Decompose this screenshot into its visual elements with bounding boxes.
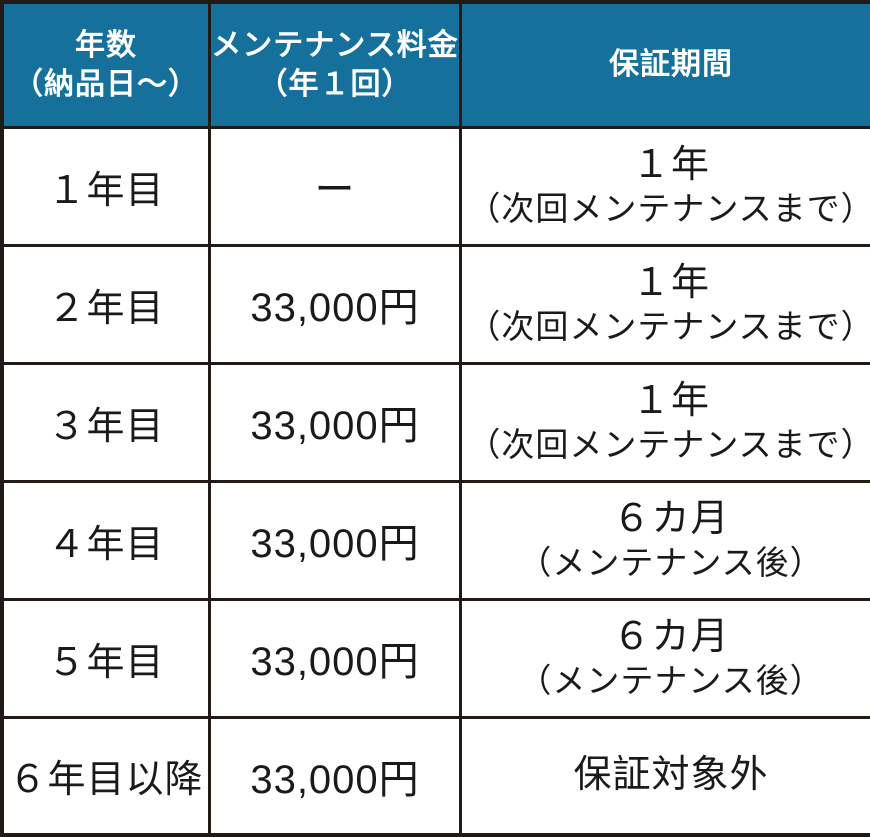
table-row-year4: ４年目 33,000円 ６カ月 （メンテナンス後） (2, 481, 870, 599)
header-row: 年数 （納品日〜） メンテナンス料金 （年１回） 保証期間 (2, 2, 870, 127)
table-row-year3: ３年目 33,000円 １年 （次回メンテナンスまで） (2, 363, 870, 481)
fee-cell: 33,000円 (210, 481, 461, 599)
header-years-label: 年数 (4, 26, 208, 65)
header-years-sublabel: （納品日〜） (4, 65, 208, 104)
fee-cell: 33,000円 (210, 717, 461, 835)
warranty-main: １年 (462, 261, 870, 307)
warranty-note: （次回メンテナンスまで） (462, 306, 870, 347)
year-cell: ５年目 (2, 599, 210, 717)
warranty-cell: １年 （次回メンテナンスまで） (461, 363, 870, 481)
header-cell-warranty: 保証期間 (461, 2, 870, 127)
table-body: １年目 ー １年 （次回メンテナンスまで） ２年目 33,000円 １年 （次回… (2, 127, 870, 835)
warranty-cell: 保証対象外 (461, 717, 870, 835)
header-fee-label: メンテナンス料金 (211, 26, 459, 65)
year-cell: ２年目 (2, 245, 210, 363)
header-fee-sublabel: （年１回） (211, 65, 459, 104)
warranty-main: １年 (462, 143, 870, 189)
year-cell: ４年目 (2, 481, 210, 599)
warranty-main: ６カ月 (462, 615, 870, 661)
fee-cell: ー (210, 127, 461, 245)
warranty-cell: １年 （次回メンテナンスまで） (461, 245, 870, 363)
table-row-year2: ２年目 33,000円 １年 （次回メンテナンスまで） (2, 245, 870, 363)
warranty-main: 保証対象外 (462, 753, 870, 799)
table-header: 年数 （納品日〜） メンテナンス料金 （年１回） 保証期間 (2, 2, 870, 127)
warranty-note: （メンテナンス後） (462, 542, 870, 583)
warranty-note: （メンテナンス後） (462, 660, 870, 701)
fee-cell: 33,000円 (210, 363, 461, 481)
warranty-main: ６カ月 (462, 497, 870, 543)
fee-cell: 33,000円 (210, 599, 461, 717)
warranty-main: １年 (462, 379, 870, 425)
warranty-cell: ６カ月 （メンテナンス後） (461, 481, 870, 599)
warranty-note: （次回メンテナンスまで） (462, 188, 870, 229)
year-cell: １年目 (2, 127, 210, 245)
table-row-year5: ５年目 33,000円 ６カ月 （メンテナンス後） (2, 599, 870, 717)
header-cell-fee: メンテナンス料金 （年１回） (210, 2, 461, 127)
warranty-cell: １年 （次回メンテナンスまで） (461, 127, 870, 245)
warranty-cell: ６カ月 （メンテナンス後） (461, 599, 870, 717)
header-cell-years: 年数 （納品日〜） (2, 2, 210, 127)
table-row-year6plus: ６年目以降 33,000円 保証対象外 (2, 717, 870, 835)
year-cell: ３年目 (2, 363, 210, 481)
warranty-note: （次回メンテナンスまで） (462, 424, 870, 465)
table-row-year1: １年目 ー １年 （次回メンテナンスまで） (2, 127, 870, 245)
header-warranty-label: 保証期間 (462, 45, 870, 84)
year-cell: ６年目以降 (2, 717, 210, 835)
fee-cell: 33,000円 (210, 245, 461, 363)
